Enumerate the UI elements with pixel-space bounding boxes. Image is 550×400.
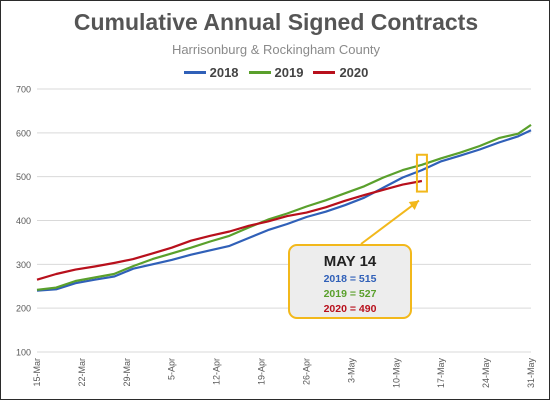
x-tick-label: 17-May (436, 358, 446, 389)
series-line-2019 (36, 123, 532, 291)
callout-arrow-head (408, 200, 419, 210)
x-tick-label: 3-May (346, 358, 356, 384)
y-tick-label: 600 (16, 128, 31, 138)
series-line-2018 (36, 129, 532, 292)
legend-label-2020: 2020 (339, 65, 369, 80)
legend-swatch-2018 (183, 71, 206, 74)
chart-title: Cumulative Annual Signed Contracts (73, 9, 479, 35)
y-tick-label: 700 (16, 85, 31, 95)
legend-item-2018: 2018 (183, 65, 239, 80)
callout-row-2019: 2019 = 527 (323, 288, 377, 300)
callout-row-2018: 2018 = 515 (323, 273, 377, 285)
x-tick-label: 29-Mar (122, 358, 132, 387)
series-line-2020 (36, 179, 423, 281)
x-tick-label: 22-Mar (77, 358, 87, 387)
chart-subtitle: Harrisonburg & Rockingham County (171, 42, 381, 57)
legend-item-2020: 2020 (313, 65, 368, 80)
y-tick-label: 100 (16, 348, 31, 358)
x-tick-label: 15-Mar (32, 358, 42, 387)
highlight-box (415, 153, 428, 193)
legend-swatch-2019 (248, 71, 271, 74)
x-tick-label: 5-Apr (167, 358, 177, 380)
y-tick-label: 400 (16, 216, 31, 226)
callout-box: MAY 14 2018 = 515 2019 = 527 2020 = 490 (288, 244, 412, 319)
legend-label-2018: 2018 (209, 65, 239, 80)
callout-title: MAY 14 (323, 253, 377, 270)
y-tick-label: 500 (16, 172, 31, 182)
x-tick-label: 10-May (391, 358, 401, 389)
callout-row-2020: 2020 = 490 (323, 303, 377, 315)
x-tick-label: 19-Apr (257, 358, 267, 385)
x-tick-label: 31-May (526, 358, 536, 389)
legend-item-2019: 2019 (248, 65, 304, 80)
legend-swatch-2020 (313, 71, 336, 74)
legend: 2018 2019 2020 (1, 65, 550, 80)
x-tick-label: 24-May (481, 358, 491, 389)
y-tick-label: 300 (16, 260, 31, 270)
x-tick-label: 26-Apr (301, 358, 311, 385)
x-tick-label: 12-Apr (212, 358, 222, 385)
legend-label-2019: 2019 (274, 65, 304, 80)
callout-arrow-line (360, 199, 420, 245)
y-tick-label: 200 (16, 304, 31, 314)
